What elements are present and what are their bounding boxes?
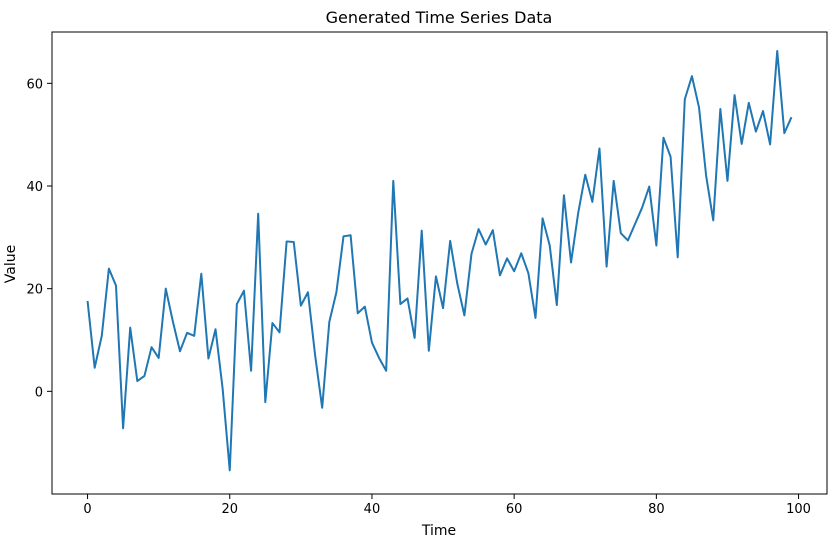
x-tick-label: 0	[83, 502, 91, 517]
x-axis-label: Time	[421, 523, 456, 539]
plot-frame	[51, 31, 828, 495]
x-tick-label: 40	[364, 502, 381, 517]
x-tick-label: 80	[648, 502, 665, 517]
series-line-0	[86, 49, 793, 472]
y-tick-label: 60	[26, 77, 43, 92]
x-tick-label: 100	[786, 502, 811, 517]
y-axis-label: Value	[3, 245, 19, 283]
y-tick-label: 20	[26, 283, 43, 298]
x-tick-label: 60	[506, 502, 523, 517]
plot-area: 0 20 40 60 80 100 0 20 40 60	[26, 31, 828, 517]
y-tick-label: 0	[35, 385, 43, 400]
chart-title: Generated Time Series Data	[326, 8, 553, 27]
x-tick-label: 20	[221, 502, 238, 517]
y-tick-label: 40	[26, 180, 43, 195]
